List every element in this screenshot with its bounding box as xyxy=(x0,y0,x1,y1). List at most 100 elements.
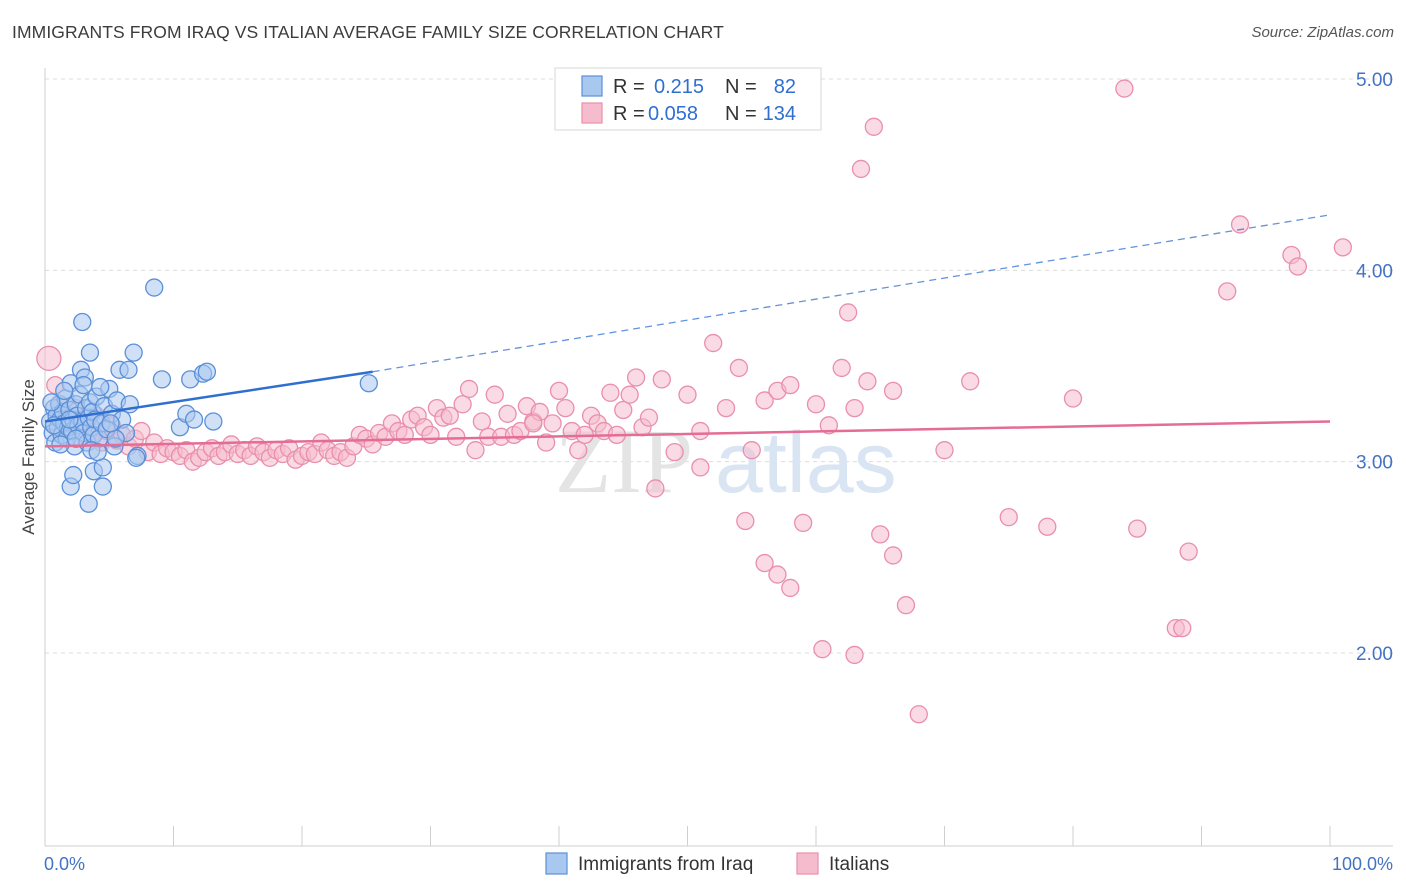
italians-point xyxy=(1173,618,1192,638)
iraq-point xyxy=(197,362,217,381)
italians-point xyxy=(626,368,646,387)
iraq-point xyxy=(74,375,93,395)
italians-point xyxy=(543,414,562,433)
italians-point xyxy=(1115,79,1134,98)
iraq-point xyxy=(359,374,378,393)
legend-n-label-iraq: N = xyxy=(725,76,757,98)
iraq-point xyxy=(88,442,107,462)
legend-r-label-italians: R = xyxy=(613,103,645,125)
italians-point xyxy=(421,425,440,445)
italians-point xyxy=(838,303,858,322)
iraq-point xyxy=(124,343,143,362)
y-axis-label: Average Family Size xyxy=(19,379,38,535)
italians-point xyxy=(704,333,723,353)
italians-point xyxy=(864,117,883,136)
italians-point xyxy=(755,391,774,410)
italians-point xyxy=(813,640,832,659)
italians-point xyxy=(781,578,800,598)
italians-trend-line xyxy=(44,420,1331,448)
iraq-point xyxy=(79,494,98,513)
y-tick-label: 5.00 xyxy=(1356,70,1393,91)
correlation-legend: R = 0.215 N = 82 R = 0.058 N = 134 xyxy=(554,67,822,131)
italians-point xyxy=(646,479,665,498)
bottom-legend-label-iraq: Immigrants from Iraq xyxy=(578,854,753,875)
italians-point xyxy=(999,508,1018,527)
legend-n-label-italians: N = xyxy=(725,103,757,125)
italians-point xyxy=(620,385,639,404)
italians-points xyxy=(36,79,1352,724)
italians-point xyxy=(447,427,466,446)
legend-r-value-iraq: 0.215 xyxy=(654,76,704,98)
italians-point xyxy=(537,433,556,452)
iraq-trend-line xyxy=(44,370,373,423)
legend-swatch-iraq xyxy=(581,75,603,97)
italians-point xyxy=(498,404,517,423)
italians-point xyxy=(736,511,755,531)
italians-point xyxy=(883,381,903,401)
trend-lines xyxy=(44,214,1331,448)
series-legend: Immigrants from Iraq Italians xyxy=(545,852,889,875)
italians-point xyxy=(36,345,62,371)
italians-point xyxy=(614,400,633,420)
iraq-point xyxy=(127,448,146,467)
italians-point xyxy=(845,398,864,418)
italians-point xyxy=(440,406,459,425)
italians-point xyxy=(781,375,800,395)
iraq-point xyxy=(93,458,112,477)
x-tick-label-min: 0.0% xyxy=(44,854,85,874)
italians-point xyxy=(466,441,485,460)
iraq-point xyxy=(91,377,110,397)
iraq-point xyxy=(93,477,112,496)
italians-point xyxy=(1063,389,1083,408)
iraq-points xyxy=(40,278,378,513)
italians-point xyxy=(453,395,472,414)
italians-point xyxy=(794,513,813,533)
italians-point xyxy=(858,372,877,391)
italians-point xyxy=(768,565,787,584)
y-tick-label: 3.00 xyxy=(1356,453,1393,474)
italians-point xyxy=(909,705,928,724)
italians-point xyxy=(729,358,749,378)
italians-point xyxy=(569,441,588,460)
italians-point xyxy=(819,416,838,435)
iraq-point xyxy=(64,465,83,485)
italians-point xyxy=(601,383,620,402)
italians-point xyxy=(652,370,671,389)
iraq-point xyxy=(152,370,172,389)
italians-point xyxy=(524,414,543,433)
iraq-point xyxy=(55,381,74,401)
italians-point xyxy=(1128,519,1147,538)
italians-point xyxy=(935,441,954,460)
axes xyxy=(44,68,1393,847)
italians-point xyxy=(716,398,736,418)
iraq-point xyxy=(119,360,138,379)
bottom-legend-swatch-italians xyxy=(796,852,819,875)
legend-swatch-italians xyxy=(581,102,603,124)
italians-point xyxy=(691,421,710,441)
bottom-legend-swatch-iraq xyxy=(545,852,568,875)
y-tick-labels: 2.00 3.00 4.00 5.00 xyxy=(1356,70,1393,665)
iraq-point xyxy=(184,410,204,429)
italians-point xyxy=(896,596,916,615)
iraq-point xyxy=(101,414,120,433)
legend-n-value-iraq: 82 xyxy=(774,76,796,98)
italians-point xyxy=(1333,238,1352,257)
y-tick-label: 2.00 xyxy=(1356,644,1393,665)
italians-point xyxy=(883,546,903,565)
legend-r-label-iraq: R = xyxy=(613,76,645,98)
italians-point xyxy=(1038,517,1057,536)
x-tick-label-max: 100.0% xyxy=(1332,854,1393,874)
italians-point xyxy=(1230,215,1250,234)
italians-point xyxy=(556,398,575,418)
italians-point xyxy=(472,412,492,431)
italians-point xyxy=(806,395,826,414)
italians-point xyxy=(459,379,479,399)
italians-point xyxy=(485,385,504,404)
iraq-point xyxy=(51,435,70,454)
grid-lines xyxy=(45,78,1393,654)
italians-point xyxy=(1179,542,1198,561)
iraq-point xyxy=(80,343,100,362)
italians-point xyxy=(549,381,569,401)
legend-r-value-italians: 0.058 xyxy=(648,103,698,125)
